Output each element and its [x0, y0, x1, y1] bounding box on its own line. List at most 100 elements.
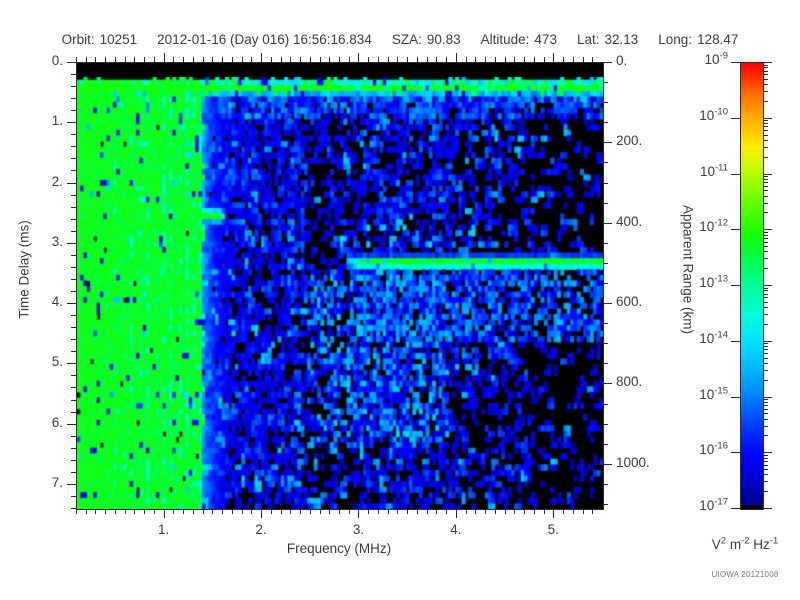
- colorbar-minor-tick-right: [763, 235, 768, 236]
- colorbar-minor-tick-right: [763, 297, 768, 298]
- x-minor-tick: [514, 509, 515, 514]
- x-minor-tick: [446, 509, 447, 514]
- x-minor-tick: [592, 509, 593, 514]
- colorbar-minor-tick-right: [763, 238, 768, 239]
- x-minor-tick-top: [427, 57, 428, 62]
- colorbar-tick-label: 10-16: [610, 442, 728, 458]
- colorbar-minor-tick-right: [763, 91, 768, 92]
- y-minor-tick-left: [71, 387, 76, 388]
- y-tick-label-left: 7.: [51, 474, 63, 490]
- y-minor-tick-left: [71, 400, 76, 401]
- altitude-label: Altitude:: [480, 31, 530, 47]
- y-minor-tick-right: [603, 323, 608, 324]
- y-major-tick-left: [67, 243, 76, 244]
- colorbar-minor-tick-right: [763, 288, 768, 289]
- colorbar-minor-tick-right: [763, 196, 768, 197]
- y-axis-title-left: Time Delay (ms): [16, 220, 32, 319]
- colorbar-minor-tick-right: [763, 212, 768, 213]
- x-minor-tick: [524, 509, 525, 514]
- datetime-field: 2012-01-16 (Day 016) 16:56:16.834: [157, 32, 372, 47]
- colorbar-major-tick-left: [731, 118, 740, 119]
- y-major-tick-right: [603, 464, 612, 465]
- header-metadata-row: Orbit: 10251 2012-01-16 (Day 016) 16:56:…: [0, 30, 800, 48]
- colorbar-tick-base: 10: [704, 52, 720, 67]
- colorbar-major-tick-right: [763, 341, 772, 342]
- x-minor-tick-top: [212, 57, 213, 62]
- y-major-tick-left: [67, 363, 76, 364]
- colorbar-minor-tick-right: [763, 123, 768, 124]
- y-minor-tick-left: [71, 279, 76, 280]
- orbit-field: Orbit: 10251: [62, 32, 138, 47]
- colorbar-minor-tick-right: [763, 232, 768, 233]
- x-minor-tick-top: [397, 57, 398, 62]
- y-major-tick-left: [67, 484, 76, 485]
- y-tick-label-right: 200.: [616, 133, 643, 149]
- colorbar-major-tick-right: [763, 508, 772, 509]
- long-value: 128.47: [697, 31, 739, 47]
- x-minor-tick: [320, 509, 321, 514]
- x-minor-tick: [125, 509, 126, 514]
- y-minor-tick-left: [71, 436, 76, 437]
- x-minor-tick: [407, 509, 408, 514]
- x-minor-tick: [563, 509, 564, 514]
- x-minor-tick: [466, 509, 467, 514]
- x-tick-label: 2.: [255, 522, 267, 537]
- y-minor-tick-right: [603, 504, 608, 505]
- y-tick-label-right: 400.: [616, 213, 643, 229]
- y-minor-tick-left: [71, 86, 76, 87]
- y-minor-tick-left: [71, 134, 76, 135]
- colorbar-minor-tick-right: [763, 126, 768, 127]
- y-minor-tick-right: [603, 283, 608, 284]
- y-minor-tick-left: [71, 448, 76, 449]
- altitude-value: 473: [534, 31, 557, 47]
- colorbar-minor-tick-right: [763, 157, 768, 158]
- x-minor-tick-top: [368, 57, 369, 62]
- x-minor-tick: [397, 509, 398, 514]
- y-major-tick-left: [67, 62, 76, 63]
- colorbar-tick-exponent: -9: [719, 50, 728, 62]
- colorbar-minor-tick-right: [763, 399, 768, 400]
- x-major-tick: [456, 509, 457, 518]
- x-minor-tick-top: [154, 57, 155, 62]
- y-minor-tick-left: [71, 219, 76, 220]
- colorbar-minor-tick-right: [763, 120, 768, 121]
- x-minor-tick-top: [76, 57, 77, 62]
- colorbar-tick-base: 10: [699, 330, 715, 346]
- x-major-tick-top: [358, 53, 359, 62]
- x-minor-tick-top: [300, 57, 301, 62]
- x-minor-tick: [76, 509, 77, 514]
- x-minor-tick-top: [573, 57, 574, 62]
- x-minor-tick: [271, 509, 272, 514]
- x-minor-tick-top: [125, 57, 126, 62]
- x-minor-tick: [310, 509, 311, 514]
- x-major-tick: [358, 509, 359, 518]
- colorbar-minor-tick-right: [763, 294, 768, 295]
- x-minor-tick: [544, 509, 545, 514]
- colorbar-tick-label: 10-13: [610, 274, 728, 290]
- x-minor-tick: [212, 509, 213, 514]
- x-minor-tick-top: [388, 57, 389, 62]
- colorbar-minor-tick-right: [763, 140, 768, 141]
- x-minor-tick: [183, 509, 184, 514]
- y-minor-tick-right: [603, 343, 608, 344]
- colorbar-minor-tick-right: [763, 435, 768, 436]
- x-minor-tick-top: [290, 57, 291, 62]
- orbit-value: 10251: [99, 31, 138, 47]
- x-minor-tick: [144, 509, 145, 514]
- colorbar-minor-tick-right: [763, 413, 768, 414]
- x-minor-tick: [105, 509, 106, 514]
- x-minor-tick-top: [407, 57, 408, 62]
- y-tick-label-right: 0.: [616, 53, 628, 68]
- x-minor-tick-top: [310, 57, 311, 62]
- colorbar-minor-tick-right: [763, 324, 768, 325]
- colorbar-floor-cap: [741, 505, 763, 509]
- y-tick-label-right: 1000.: [616, 454, 650, 470]
- colorbar-tick-base: 10: [699, 498, 715, 513]
- y-major-tick-right: [603, 223, 612, 224]
- colorbar-minor-tick-right: [763, 307, 768, 308]
- x-minor-tick-top: [583, 57, 584, 62]
- colorbar-minor-tick-right: [763, 135, 768, 136]
- y-major-tick-left: [67, 183, 76, 184]
- colorbar-minor-tick-right: [763, 258, 768, 259]
- x-minor-tick-top: [105, 57, 106, 62]
